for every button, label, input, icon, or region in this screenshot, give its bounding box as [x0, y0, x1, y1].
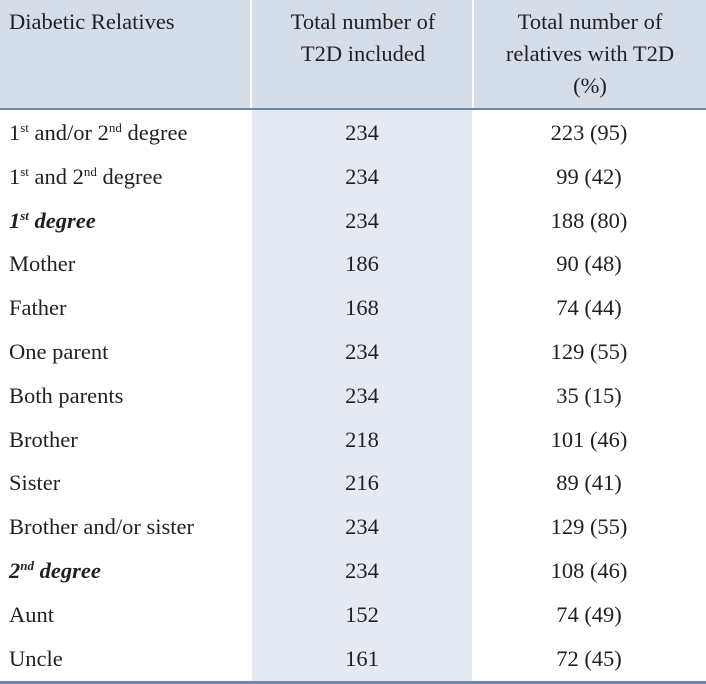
relative-label: 2nd degree [9, 551, 101, 591]
with-t2d-count: 188 (80) [550, 207, 628, 233]
relative-label-part: Uncle [9, 645, 63, 671]
included-count: 234 [345, 338, 379, 364]
header-total-with-t2d: Total number of relatives with T2D (%) [474, 6, 706, 102]
table-row: Aunt 152 74 (49) [0, 595, 706, 639]
relative-label-part: and 2 [28, 163, 84, 189]
with-t2d-count: 101 (46) [550, 426, 628, 452]
relative-label: 1st degree [9, 201, 96, 241]
relative-label: Father [9, 288, 66, 328]
table-header [0, 0, 706, 108]
relative-label: Both parents [9, 376, 123, 416]
relative-label-part: Aunt [9, 601, 54, 627]
relative-label-part: 1 [9, 163, 21, 189]
included-count: 234 [345, 514, 379, 540]
relative-label-part: Brother and/or sister [9, 514, 194, 540]
with-t2d-count: 90 (48) [556, 251, 622, 277]
with-t2d-count: 223 (95) [550, 120, 628, 145]
header-line: Total number of [290, 9, 436, 34]
relative-label: Uncle [9, 639, 63, 679]
relative-label-part: nd [83, 163, 97, 179]
relative-label-part: Sister [9, 470, 61, 496]
relative-label-part: and/or 2 [28, 120, 109, 145]
with-t2d-count: 99 (42) [556, 163, 622, 189]
relative-label-part: One parent [9, 338, 109, 364]
header-line: Diabetic Relatives [9, 9, 175, 34]
relative-label: Brother [9, 420, 78, 460]
header-line: (%) [573, 73, 607, 98]
with-t2d-count: 35 (15) [556, 382, 622, 408]
included-count: 216 [345, 470, 379, 496]
included-column-highlight [252, 110, 472, 681]
relative-label-part: Mother [9, 251, 76, 277]
relative-label-part: Brother [9, 426, 78, 452]
relative-label-part: st [20, 163, 29, 179]
relative-label-part: degree [96, 163, 163, 189]
table-row: Uncle 161 72 (45) [0, 639, 706, 683]
header-rule [0, 108, 706, 110]
header-diabetic-relatives: Diabetic Relatives [9, 6, 175, 38]
table-row: Mother 186 90 (48) [0, 244, 706, 288]
relative-label-part: st [20, 207, 29, 223]
included-count: 168 [345, 295, 379, 321]
relative-label-part: degree [33, 557, 101, 583]
table-body: 1st and/or 2nd degree 234 223 (95) 1st and … [0, 113, 706, 682]
header-column-separator [250, 0, 252, 108]
table-row: 1st and/or 2nd degree 234 223 (95) [0, 113, 706, 157]
included-count: 186 [345, 251, 379, 277]
relative-label: One parent [9, 332, 108, 372]
header-line: relatives with T2D [505, 41, 675, 66]
table-row: Brother and/or sister 234 129 (55) [0, 507, 706, 551]
relative-label: 1st and/or 2nd degree [9, 113, 187, 153]
with-t2d-count: 89 (41) [556, 470, 622, 496]
table-row: Sister 216 89 (41) [0, 463, 706, 507]
relative-label: Sister [9, 463, 60, 503]
included-count: 234 [345, 557, 379, 583]
table-row: Both parents 234 35 (15) [0, 376, 706, 420]
header-line: Total number of [517, 9, 663, 34]
relative-label-part: Both parents [9, 382, 124, 408]
relative-label: Mother [9, 244, 75, 284]
table-row: Brother 218 101 (46) [0, 420, 706, 464]
with-t2d-count: 72 (45) [556, 645, 622, 671]
relative-label-part: 1 [9, 207, 21, 233]
table-row: 1st and 2nd degree 234 99 (42) [0, 157, 706, 201]
with-t2d-count: 129 (55) [550, 338, 628, 364]
relative-label-part: degree [121, 120, 188, 145]
header-column-separator [472, 0, 474, 108]
with-t2d-count: 74 (49) [556, 601, 622, 627]
header-total-included: Total number of T2D included [254, 6, 472, 70]
table-row: 2nd degree 234 108 (46) [0, 551, 706, 595]
relative-label-part: st [20, 120, 29, 135]
with-t2d-count: 129 (55) [550, 514, 628, 540]
relative-label-part: nd [108, 120, 122, 135]
included-count: 234 [345, 382, 379, 408]
relative-label-part: nd [20, 557, 34, 573]
included-count: 161 [345, 645, 379, 671]
with-t2d-count: 108 (46) [550, 557, 628, 583]
relative-label-part: Father [9, 295, 67, 321]
relative-label-part: 2 [9, 557, 21, 583]
header-line: T2D included [300, 41, 426, 66]
table-row: Father 168 74 (44) [0, 288, 706, 332]
table-row: One parent 234 129 (55) [0, 332, 706, 376]
relative-label: Aunt [9, 595, 54, 635]
included-count: 218 [345, 426, 379, 452]
relative-label: 1st and 2nd degree [9, 157, 163, 197]
table-row: 1st degree 234 188 (80) [0, 201, 706, 245]
relative-label-part: degree [28, 207, 96, 233]
with-t2d-count: 74 (44) [556, 295, 622, 321]
bottom-rule [0, 681, 706, 684]
relative-label-part: 1 [9, 120, 21, 145]
included-count: 234 [345, 207, 379, 233]
relative-label: Brother and/or sister [9, 507, 194, 547]
included-count: 234 [345, 120, 379, 145]
included-count: 152 [345, 601, 379, 627]
included-count: 234 [345, 163, 379, 189]
